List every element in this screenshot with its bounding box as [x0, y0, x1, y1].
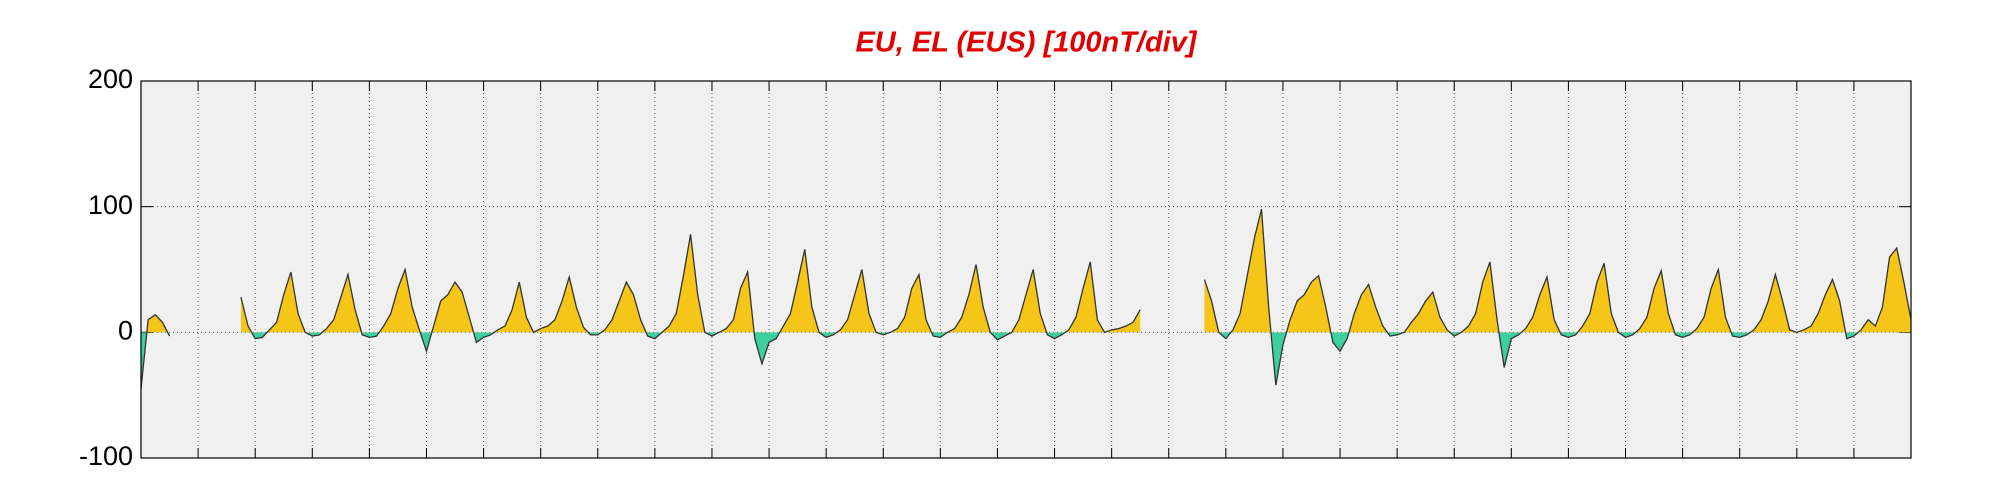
chart-title: EU, EL (EUS) [100nT/div] [855, 27, 1197, 59]
negative-area [141, 332, 170, 389]
negative-area [1218, 332, 1859, 386]
y-tick-label: 0 [118, 315, 133, 345]
plot-border [140, 80, 1912, 459]
y-tick-label: 200 [88, 64, 133, 94]
positive-area [141, 314, 170, 333]
positive-area [1204, 209, 1911, 333]
positive-area [240, 234, 1141, 333]
data-line [1203, 209, 1912, 386]
data-line [240, 234, 1141, 366]
plot-area [141, 81, 1911, 458]
y-tick-label: -100 [79, 441, 133, 471]
y-tick-label: 100 [88, 190, 133, 220]
data-line [140, 313, 171, 389]
